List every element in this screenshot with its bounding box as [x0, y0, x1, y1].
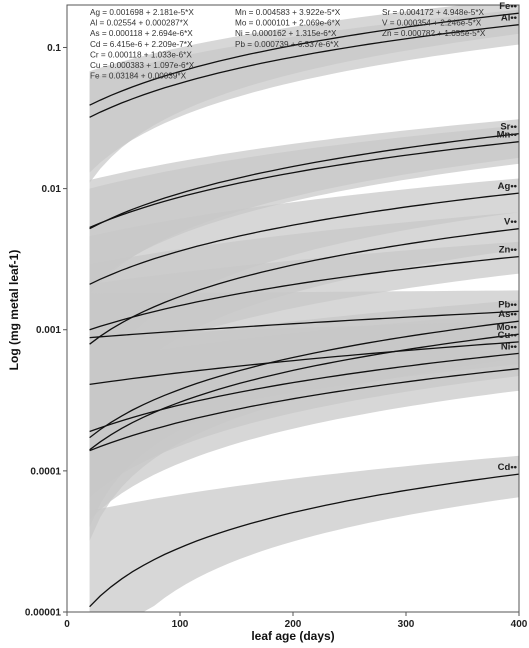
series-label-ni: Ni•• [501, 341, 518, 352]
equation-as: As = 0.000118 + 2.694e-6*X [90, 29, 193, 38]
line-v [89, 228, 520, 345]
equation-legend: Ag = 0.001698 + 2.181e-5*X Al = 0.02554 +… [90, 8, 486, 81]
line-cu [89, 341, 520, 386]
equation-mn: Mn = 0.004583 + 3.922e-5*X [235, 8, 341, 17]
y-tick-label: 0.0001 [30, 466, 61, 477]
y-tick-label: 0.001 [36, 325, 61, 336]
series-label-sr: Sr•• [500, 122, 517, 133]
equation-cu: Cu = 0.000383 + 1.097e-6*X [90, 61, 195, 70]
band-cr [89, 349, 519, 520]
series-label-mo: Mo•• [497, 322, 518, 333]
band-ag [89, 178, 519, 404]
series-label-ag: Ag•• [498, 181, 518, 192]
series-label-cd: Cd•• [498, 462, 518, 473]
x-axis: 0 100 200 300 400 [64, 612, 528, 630]
x-tick-label: 100 [172, 619, 189, 630]
line-cd [89, 473, 520, 608]
series-label-mn: Mn•• [497, 130, 518, 141]
equation-cr: Cr = 0.000118 + 1.033e-6*X [90, 50, 192, 59]
y-tick-label: 0.01 [42, 184, 62, 195]
equation-al: Al = 0.02554 + 0.000287*X [90, 19, 189, 28]
line-mn [89, 141, 520, 229]
x-tick-label: 300 [398, 619, 415, 630]
line-ag [89, 192, 520, 285]
band-mn [89, 125, 519, 288]
y-tick-label: 0.1 [47, 43, 61, 54]
x-axis-title: leaf age (days) [251, 629, 334, 643]
equation-v: V = 0.000354 + 2.246e-5*X [382, 19, 482, 28]
equation-ag: Ag = 0.001698 + 2.181e-5*X [90, 8, 194, 17]
y-tick-label: 0.00001 [25, 608, 62, 619]
equation-pb: Pb = 0.000739 + 6.337e-6*X [235, 40, 339, 49]
series-label-zn: Zn•• [499, 245, 518, 256]
band-al [89, 9, 519, 173]
series-label-pb: Pb•• [498, 299, 517, 310]
band-cd [89, 455, 519, 612]
series-label-al: Al•• [501, 13, 518, 24]
equation-ni: Ni = 0.000162 + 1.315e-6*X [235, 29, 337, 38]
equation-mo: Mo = 0.000101 + 2.069e-6*X [235, 19, 341, 28]
x-tick-label: 0 [64, 619, 70, 630]
equation-fe: Fe = 0.03184 + 0.00039*X [90, 72, 187, 81]
equation-sr: Sr = 0.004172 + 4.948e-5*X [382, 8, 485, 17]
equation-zn: Zn = 0.000782 + 1.055e-5*X [382, 29, 486, 38]
fit-lines [89, 12, 520, 608]
line-sr [89, 133, 520, 230]
series-labels: Fe••Al••Sr••Mn••Ag••V••Zn••Pb••As••Mo••C… [497, 1, 518, 473]
line-as [89, 320, 520, 439]
line-pb [89, 310, 520, 339]
line-cr [89, 368, 520, 452]
equation-cd: Cd = 6.415e-6 + 2.209e-7*X [90, 40, 193, 49]
series-label-cu: Cu•• [498, 330, 518, 341]
x-tick-label: 400 [511, 619, 528, 630]
line-ni [89, 352, 520, 433]
y-axis: 0.00001 0.0001 0.001 0.01 0.1 [25, 43, 67, 619]
line-zn [89, 255, 520, 331]
y-axis-title: Log (mg metal leaf-1) [7, 250, 21, 371]
x-tick-label: 200 [285, 619, 302, 630]
series-label-v: V•• [504, 217, 518, 228]
series-label-fe: Fe•• [499, 1, 517, 12]
series-label-as: As•• [498, 309, 517, 320]
line-fe [89, 12, 520, 106]
line-al [89, 24, 520, 118]
band-zn [89, 241, 519, 379]
